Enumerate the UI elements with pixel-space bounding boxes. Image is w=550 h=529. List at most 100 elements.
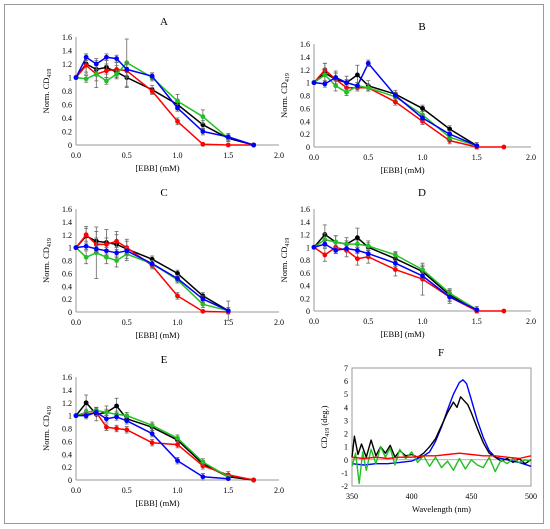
series-line-blue: [313, 62, 478, 147]
series-black: [351, 396, 532, 465]
data-point-green: [83, 254, 89, 260]
data-point-green: [333, 83, 339, 89]
x-axis-title: [EBB] (mM): [380, 329, 424, 339]
data-point-red: [114, 426, 119, 431]
x-tick-label: 0.0: [309, 153, 319, 162]
data-point-blue: [104, 248, 109, 254]
data-point-green: [322, 72, 328, 78]
data-point-blue: [124, 418, 130, 424]
x-tick-label: 400: [406, 492, 418, 501]
y-axis-title-unit: (deg.): [319, 405, 329, 427]
data-point-blue: [200, 129, 206, 134]
y-tick-label: 0.2: [300, 130, 310, 139]
series-line-green: [75, 61, 229, 139]
data-point-red: [392, 99, 398, 105]
series-line-black: [351, 396, 532, 465]
chart-panel-e: E 0 0.2 0.4 0.6 0.8 1 1.2 1.4 1.6 0.0 0.5 1.0 1.5 2.0 […: [41, 354, 284, 508]
y-tick-label: 1.4: [62, 47, 72, 56]
x-tick-label: 0.5: [122, 151, 132, 160]
x-tick-label: 2.0: [526, 153, 536, 162]
y-axis-title-text: Norm. CD: [41, 415, 51, 451]
series-red: [73, 408, 257, 483]
y-tick-label: 0.8: [62, 425, 72, 434]
data-point-red: [392, 267, 398, 272]
data-point-blue: [355, 83, 360, 89]
series-line-red: [75, 64, 254, 146]
data-point-green: [200, 301, 206, 307]
y-tick-label: 0.6: [300, 104, 310, 113]
data-point-blue: [365, 60, 371, 66]
data-point-blue: [251, 142, 257, 148]
y-axis-title-subscript: 419: [47, 238, 53, 247]
y-tick-label: 1: [68, 244, 72, 253]
data-point-blue: [149, 261, 155, 267]
data-point-green: [93, 250, 99, 256]
x-axis-title: [EBB] (mM): [135, 330, 179, 340]
y-tick-label: 0: [306, 143, 310, 152]
y-tick-label: 3: [344, 416, 348, 425]
data-point-blue: [114, 250, 119, 256]
data-point-blue: [311, 244, 317, 250]
x-tick-label: 0.5: [363, 153, 373, 162]
y-tick-label: 0.4: [62, 450, 72, 459]
x-axis-title: [EBB] (mM): [380, 165, 424, 175]
series-green: [351, 446, 532, 485]
data-point-red: [501, 308, 507, 314]
data-point-blue: [114, 414, 119, 420]
data-point-green: [83, 76, 89, 82]
data-point-blue: [333, 75, 339, 80]
panel-label: C: [160, 187, 167, 199]
data-point-blue: [365, 251, 371, 257]
y-tick-label: 1: [344, 443, 348, 452]
y-axis-title-subscript: 419: [285, 73, 291, 82]
data-point-red: [501, 144, 507, 150]
chart-panel-d: D 0 0.2 0.4 0.6 0.8 1 1.2 1.4 1.6 0.0 0.5 1.0 1.5 2.0 […: [279, 187, 536, 339]
series-line-blue: [75, 56, 254, 146]
data-point-blue: [149, 431, 155, 437]
panel-label: E: [161, 354, 168, 366]
data-point-blue: [420, 273, 425, 279]
x-tick-label: 0.0: [71, 151, 81, 160]
data-point-blue: [474, 143, 480, 149]
x-tick-label: 0.5: [122, 486, 132, 495]
x-axis-title: [EBB] (mM): [135, 163, 179, 173]
y-tick-label: 0.2: [62, 128, 72, 137]
y-axis-title-subscript: 419: [47, 406, 53, 415]
data-point-red: [175, 118, 180, 124]
y-tick-label: 1.6: [62, 33, 72, 42]
data-point-blue: [83, 243, 89, 249]
x-axis-title: [EBB] (mM): [135, 498, 179, 508]
y-tick-label: 0.4: [62, 282, 72, 291]
chart-panel-f: F -2 -1 0 1 2 3 4 5 6 7 350 400 450 500 Wavelength (nm)…: [319, 347, 537, 514]
data-point-red: [200, 141, 206, 147]
y-tick-label: 0.6: [300, 269, 310, 278]
y-tick-label: 0: [306, 307, 310, 316]
x-tick-label: 2.0: [274, 318, 284, 327]
y-axis-title-text: Norm. CD: [41, 78, 51, 114]
data-point-blue: [73, 245, 79, 251]
series-line-blue: [313, 243, 478, 311]
data-point-red: [83, 232, 89, 238]
data-point-green: [114, 71, 119, 77]
y-axis-title: Norm. CD419: [41, 69, 53, 114]
data-point-green: [104, 254, 109, 260]
y-tick-label: -1: [341, 469, 348, 478]
x-tick-label: 0.0: [309, 317, 319, 326]
series-line-green: [351, 446, 532, 485]
figure-frame: [4, 4, 544, 524]
y-tick-label: 0.4: [62, 114, 72, 123]
x-tick-label: 450: [465, 492, 477, 501]
data-point-green: [104, 410, 109, 415]
data-point-black: [114, 403, 119, 409]
y-tick-label: 0.2: [300, 294, 310, 303]
series-red: [351, 452, 532, 460]
y-tick-label: 0: [68, 141, 72, 150]
data-point-red: [114, 238, 119, 244]
y-tick-label: -2: [341, 482, 348, 491]
data-point-blue: [474, 307, 480, 313]
x-tick-label: 500: [525, 492, 537, 501]
y-axis-title-text: Norm. CD: [279, 82, 289, 118]
x-tick-label: 2.0: [274, 486, 284, 495]
panel-label: A: [160, 16, 168, 28]
